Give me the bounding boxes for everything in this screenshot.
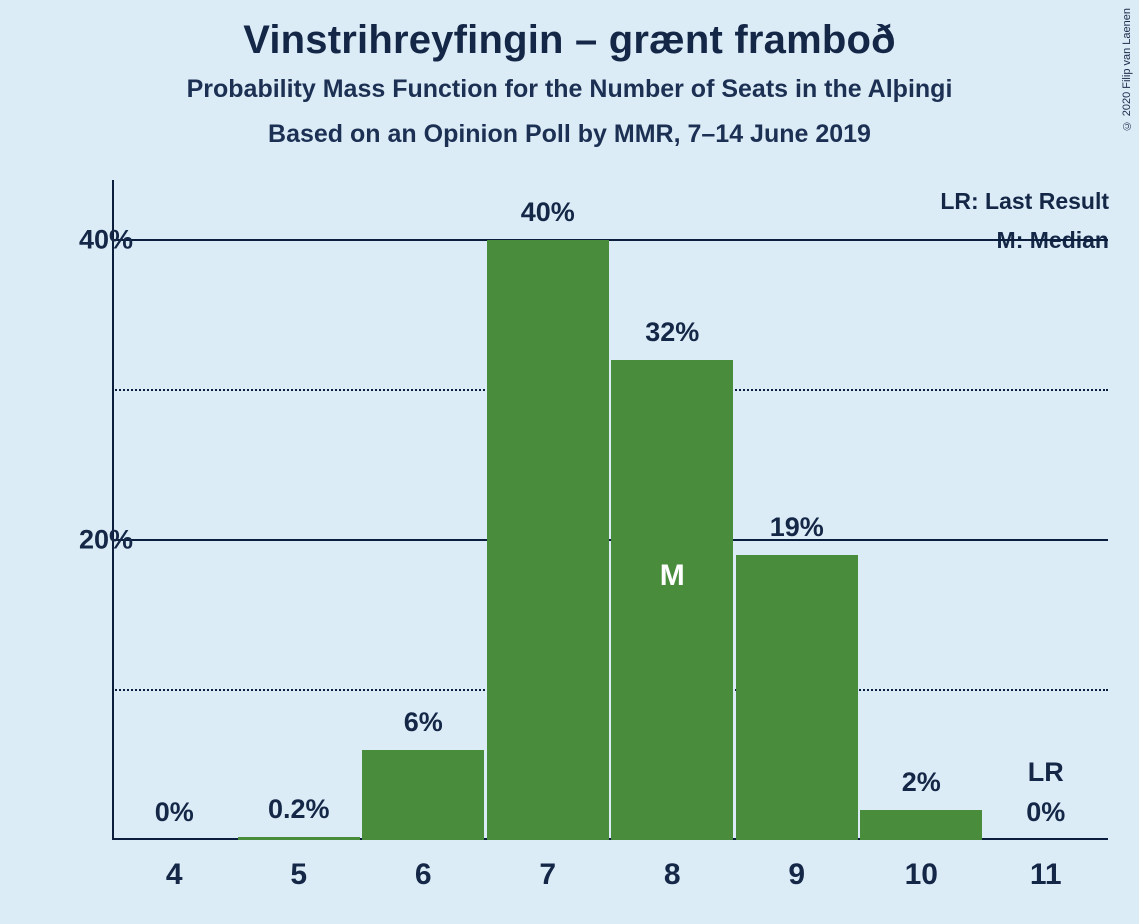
gridline-major bbox=[112, 539, 1108, 541]
bar bbox=[238, 837, 360, 840]
y-axis bbox=[112, 180, 114, 840]
y-tick-label: 20% bbox=[79, 525, 133, 556]
plot-area: 0%40.2%56%640%732%M819%92%10LR0%11 bbox=[112, 180, 1108, 840]
x-tick-label: 7 bbox=[539, 858, 556, 892]
x-tick-label: 11 bbox=[1030, 858, 1062, 892]
last-result-marker: LR bbox=[1028, 757, 1064, 788]
bar bbox=[736, 555, 858, 840]
x-tick-label: 9 bbox=[788, 858, 805, 892]
bar-value-label: 2% bbox=[902, 767, 941, 798]
bar-value-label: 0% bbox=[155, 797, 194, 828]
bar-value-label: 0.2% bbox=[268, 794, 330, 825]
gridline-minor bbox=[112, 689, 1108, 691]
bar bbox=[487, 240, 609, 840]
chart-subtitle-2: Based on an Opinion Poll by MMR, 7–14 Ju… bbox=[0, 120, 1139, 149]
bar bbox=[860, 810, 982, 840]
bar-value-label: 6% bbox=[404, 707, 443, 738]
chart-container: © 2020 Filip van Laenen Vinstrihreyfingi… bbox=[0, 0, 1139, 924]
bar-value-label: 0% bbox=[1026, 797, 1065, 828]
gridline-minor bbox=[112, 389, 1108, 391]
bar bbox=[362, 750, 484, 840]
x-tick-label: 10 bbox=[905, 858, 938, 892]
chart-title: Vinstrihreyfingin – grænt framboð bbox=[0, 18, 1139, 63]
median-marker: M bbox=[660, 559, 685, 593]
chart-titles: Vinstrihreyfingin – grænt framboð Probab… bbox=[0, 18, 1139, 149]
bar-value-label: 40% bbox=[521, 197, 575, 228]
y-tick-label: 40% bbox=[79, 225, 133, 256]
x-tick-label: 4 bbox=[166, 858, 183, 892]
chart-subtitle-1: Probability Mass Function for the Number… bbox=[0, 75, 1139, 104]
x-tick-label: 8 bbox=[664, 858, 681, 892]
gridline-major bbox=[112, 239, 1108, 241]
bar-value-label: 32% bbox=[645, 317, 699, 348]
x-tick-label: 6 bbox=[415, 858, 432, 892]
bar bbox=[611, 360, 733, 840]
x-tick-label: 5 bbox=[290, 858, 307, 892]
bar-value-label: 19% bbox=[770, 512, 824, 543]
